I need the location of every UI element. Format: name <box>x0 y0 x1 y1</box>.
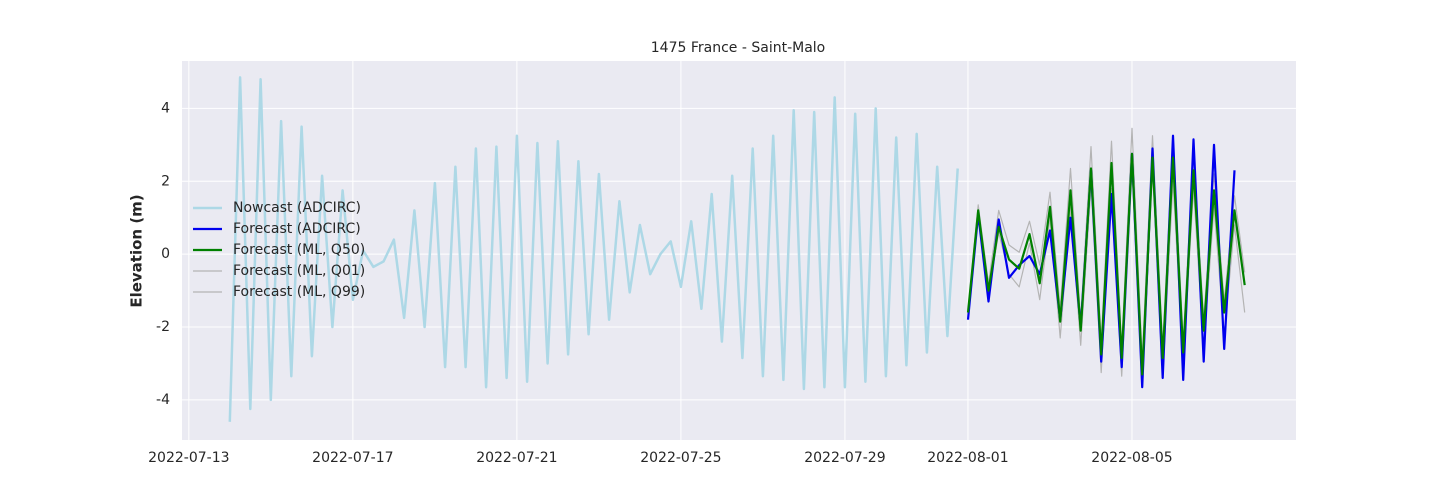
y-tick-label: -4 <box>156 392 170 408</box>
y-axis-label: Elevation (m) <box>128 194 146 307</box>
legend-label: Forecast (ML, Q50) <box>233 242 365 258</box>
y-tick-label: 2 <box>161 173 170 189</box>
legend-label: Forecast (ML, Q99) <box>233 284 365 300</box>
x-tick-label: 2022-08-05 <box>1091 450 1172 466</box>
y-tick-label: -2 <box>156 319 170 335</box>
plot-area <box>182 61 1296 440</box>
legend-label: Forecast (ADCIRC) <box>233 221 361 237</box>
x-tick-label: 2022-07-17 <box>312 450 393 466</box>
x-tick-label: 2022-07-25 <box>640 450 721 466</box>
legend-label: Forecast (ML, Q01) <box>233 263 365 279</box>
x-tick-label: 2022-07-13 <box>148 450 229 466</box>
series-line <box>228 76 959 422</box>
legend-label: Nowcast (ADCIRC) <box>233 200 361 216</box>
x-tick-label: 2022-07-21 <box>476 450 557 466</box>
series-line <box>966 152 1246 376</box>
x-tick-label: 2022-07-29 <box>804 450 885 466</box>
chart-title: 1475 France - Saint-Malo <box>651 40 825 56</box>
y-tick-label: 0 <box>161 246 170 262</box>
x-tick-label: 2022-08-01 <box>927 450 1008 466</box>
y-tick-label: 4 <box>161 100 170 116</box>
